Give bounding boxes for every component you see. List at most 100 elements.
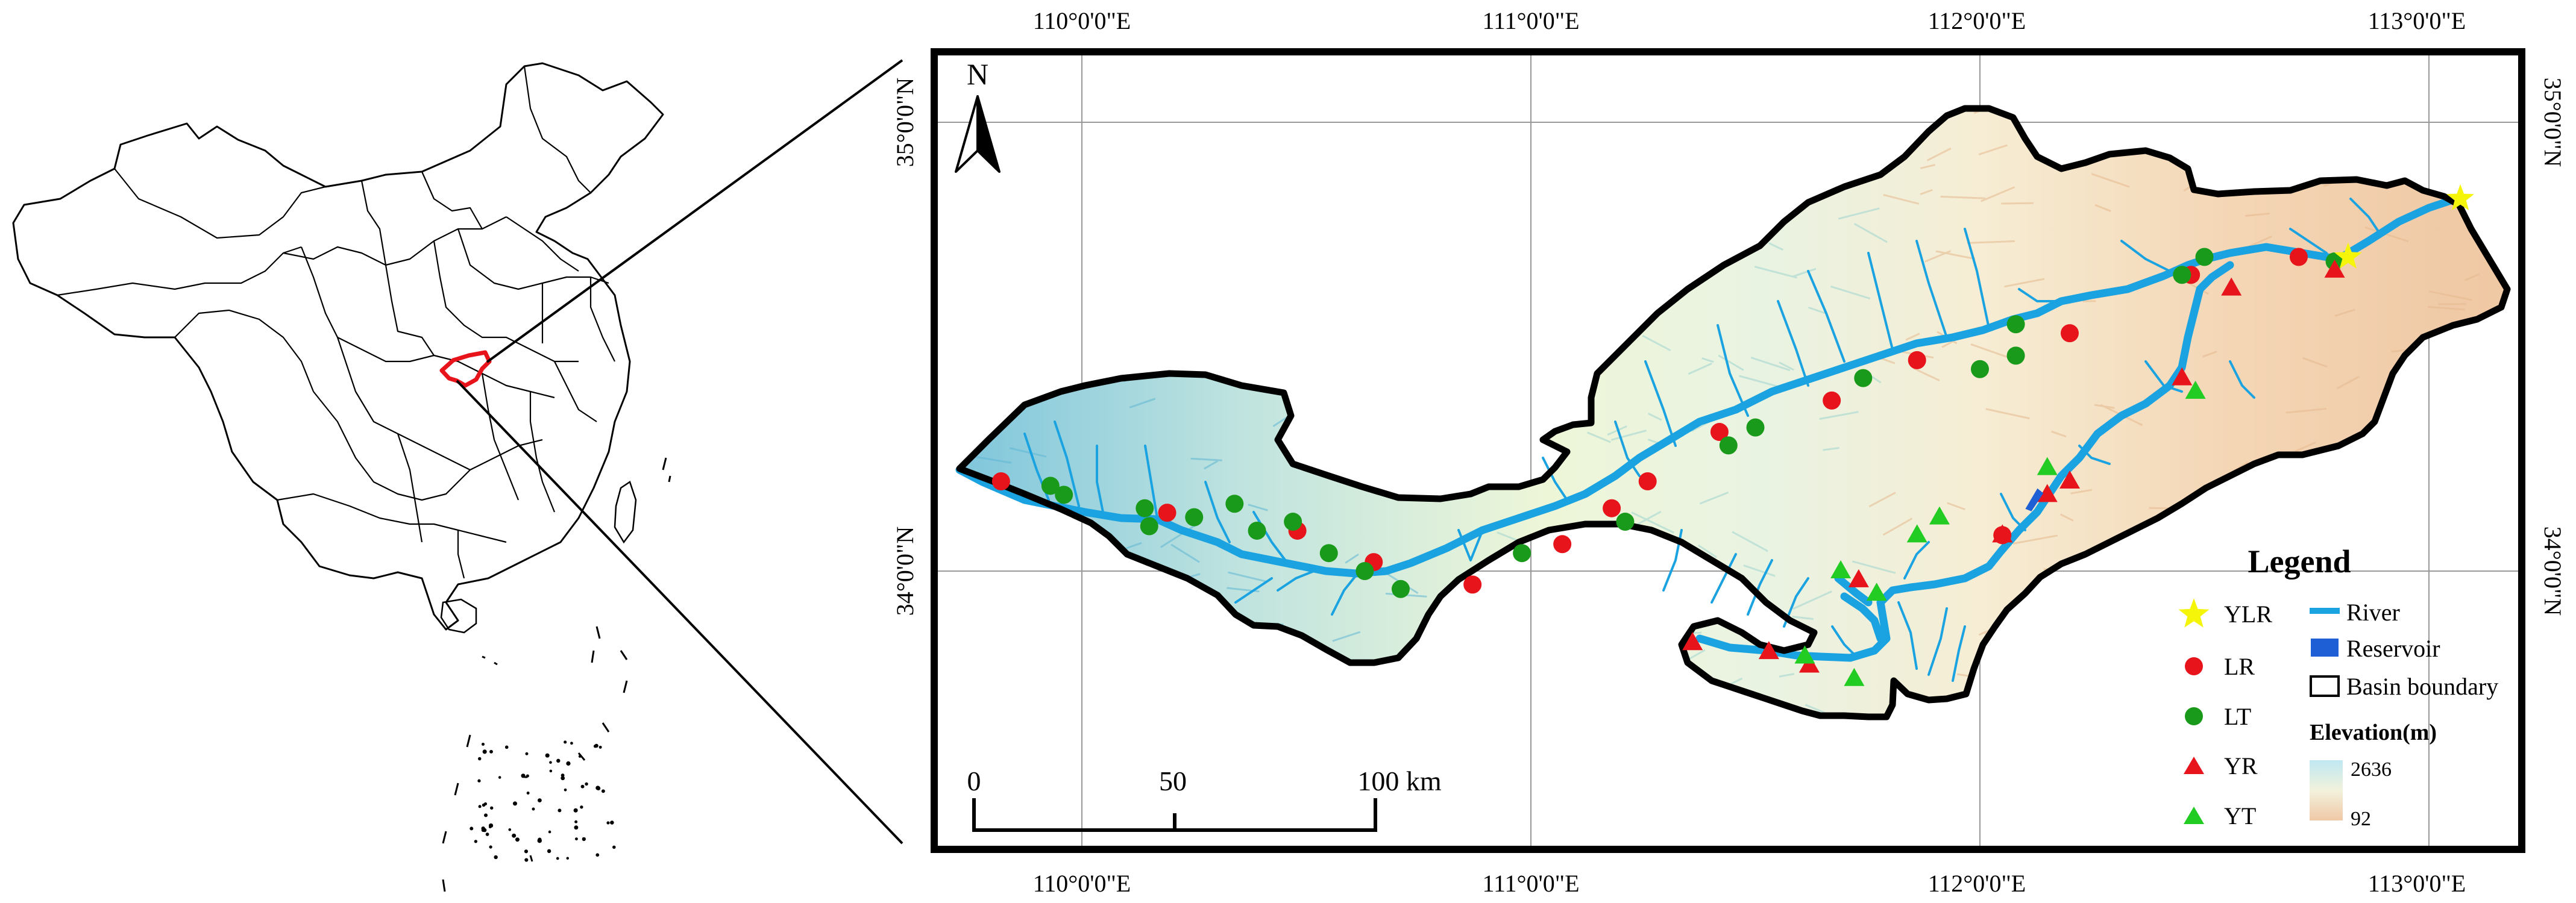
lr-station-marker bbox=[1908, 351, 1926, 369]
island-dot bbox=[580, 805, 583, 809]
yt-station-marker bbox=[1794, 645, 1815, 664]
lt-station-marker bbox=[1055, 486, 1073, 504]
island-dot bbox=[478, 757, 482, 761]
legend-reservoir-icon bbox=[2311, 639, 2339, 657]
terrain-streak bbox=[2364, 226, 2409, 243]
terrain-streak bbox=[972, 455, 1012, 464]
island-dot bbox=[556, 758, 561, 763]
island-dot bbox=[612, 845, 616, 849]
terrain-streak bbox=[2428, 290, 2472, 301]
top-longitude-labels: 110°0'0"E 111°0'0"E 112°0'0"E 113°0'0"E bbox=[1033, 7, 2466, 34]
lt-station-marker bbox=[2173, 266, 2191, 284]
lr-station-marker bbox=[1823, 391, 1841, 410]
island-dot bbox=[547, 849, 551, 854]
yr-station-marker bbox=[2221, 277, 2242, 296]
terrain-streak bbox=[1792, 590, 1832, 610]
terrain-streak bbox=[1332, 631, 1361, 642]
yt-station-marker bbox=[2037, 457, 2058, 475]
south-china-sea-islands bbox=[442, 457, 671, 892]
island-dot bbox=[585, 782, 588, 786]
terrain-streak bbox=[1920, 164, 1936, 169]
tributary bbox=[1644, 360, 1677, 447]
terrain-streak bbox=[1228, 571, 1267, 583]
island-dot bbox=[582, 837, 586, 842]
yt-station-marker bbox=[1929, 506, 1950, 525]
legend-lr-icon bbox=[2185, 657, 2203, 675]
main-river bbox=[1695, 261, 2234, 662]
lr-station-marker bbox=[2289, 248, 2308, 266]
lt-station-marker bbox=[1185, 508, 1204, 526]
legend-label-lt: LT bbox=[2224, 703, 2251, 730]
tributary bbox=[1331, 574, 1357, 616]
island-dot bbox=[474, 840, 478, 843]
terrain-streak bbox=[1852, 560, 1896, 574]
legend-label-lr: LR bbox=[2224, 653, 2255, 680]
island-dot bbox=[566, 761, 571, 766]
lr-station-marker bbox=[1638, 472, 1657, 490]
island-dot bbox=[594, 743, 598, 748]
ylr-station-marker bbox=[2446, 184, 2474, 211]
island-dot bbox=[595, 786, 600, 790]
lt-station-marker bbox=[1971, 360, 1989, 378]
lr-station-marker bbox=[1710, 423, 1729, 442]
terrain-streak bbox=[1699, 491, 1729, 505]
terrain-streak bbox=[1970, 343, 2008, 358]
tributary bbox=[1777, 300, 1809, 387]
island-dot bbox=[478, 805, 482, 808]
terrain-streak bbox=[2004, 278, 2045, 288]
island-dot bbox=[580, 784, 585, 789]
terrain-streak bbox=[1905, 333, 1920, 341]
elevation-title: Elevation(m) bbox=[2310, 720, 2437, 745]
island-dot bbox=[532, 807, 535, 811]
island-dot bbox=[515, 837, 520, 842]
china-overview-map bbox=[12, 59, 903, 892]
lr-station-marker bbox=[1603, 499, 1621, 517]
tributary bbox=[1831, 625, 1858, 658]
terrain-streak bbox=[1935, 250, 1976, 260]
lt-station-marker bbox=[1248, 521, 1266, 540]
tributary bbox=[1867, 252, 1894, 351]
terrain-streak bbox=[1823, 447, 1839, 451]
legend-label-yt: YT bbox=[2224, 802, 2256, 830]
reservoir-marker bbox=[2025, 488, 2044, 511]
terrain-streak bbox=[2094, 204, 2111, 212]
island-dot bbox=[573, 808, 578, 813]
terrain-streak bbox=[1610, 430, 1647, 441]
yr-station-marker bbox=[2037, 484, 2058, 502]
terrain-streak bbox=[1732, 531, 1768, 552]
island-dot bbox=[574, 825, 579, 830]
island-dot bbox=[488, 825, 492, 829]
island-dot bbox=[564, 788, 567, 792]
island-dot bbox=[504, 745, 509, 749]
lon-label-top: 112°0'0"E bbox=[1928, 7, 2026, 34]
elevation-high-label: 2636 bbox=[2351, 758, 2392, 781]
tributary bbox=[2120, 240, 2171, 272]
legend-label-ylr: YLR bbox=[2224, 601, 2272, 628]
lt-station-marker bbox=[1041, 476, 1060, 495]
island-dot bbox=[524, 858, 529, 862]
island-dot bbox=[578, 755, 582, 758]
legend-label-basin: Basin boundary bbox=[2346, 673, 2498, 700]
terrain-streak bbox=[1631, 511, 1674, 534]
island-dot bbox=[575, 837, 578, 841]
terrain-streak bbox=[1883, 193, 1920, 205]
ylr-station-marker bbox=[2334, 242, 2362, 269]
bottom-longitude-labels: 110°0'0"E 111°0'0"E 112°0'0"E 113°0'0"E bbox=[1033, 870, 2466, 897]
terrain-streak bbox=[2427, 305, 2465, 311]
tributary bbox=[1711, 553, 1737, 604]
scale-label-0: 0 bbox=[967, 766, 981, 796]
terrain-streak bbox=[1808, 306, 1826, 314]
yr-station-marker bbox=[1992, 524, 2013, 543]
lat-label-right: 34°0'0"N bbox=[2539, 526, 2566, 616]
lon-label-top: 110°0'0"E bbox=[1033, 7, 1131, 34]
river-network bbox=[955, 195, 2460, 682]
island-dot bbox=[570, 742, 573, 745]
china-outline bbox=[12, 62, 664, 631]
terrain-streak bbox=[2070, 489, 2093, 495]
tributary bbox=[1952, 625, 1966, 682]
lon-label-top: 113°0'0"E bbox=[2368, 7, 2466, 34]
terrain-streak bbox=[1743, 564, 1776, 577]
terrain-streak bbox=[2294, 442, 2316, 452]
lon-label-top: 111°0'0"E bbox=[1483, 7, 1580, 34]
